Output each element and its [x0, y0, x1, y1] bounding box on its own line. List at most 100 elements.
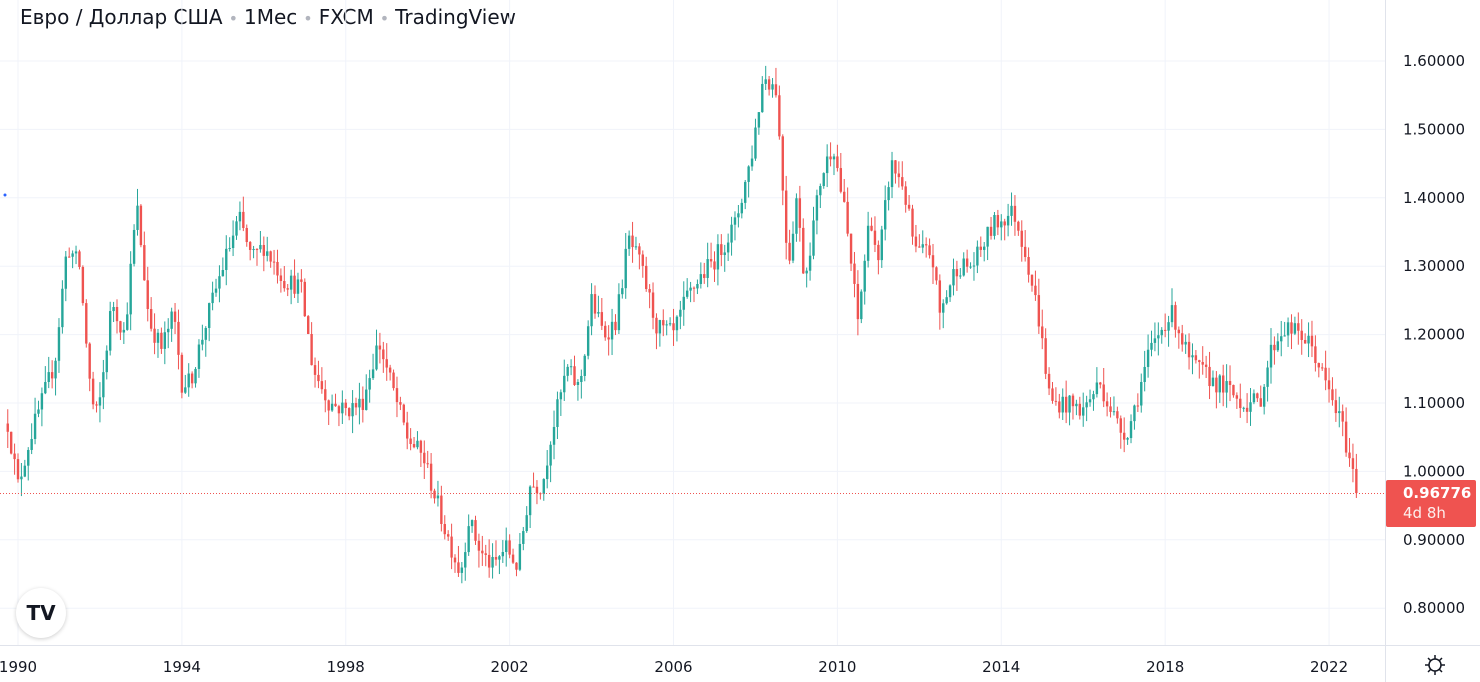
candle-body	[1321, 367, 1324, 369]
logo-text: TV	[26, 601, 56, 625]
candle-body	[1099, 382, 1102, 385]
interval[interactable]: 1Мес	[244, 5, 298, 29]
candle-body	[259, 244, 262, 250]
candle-body	[153, 328, 156, 343]
candle-body	[368, 378, 371, 390]
candle-body	[839, 168, 843, 192]
candle-body	[716, 244, 720, 270]
candle-body	[436, 495, 440, 499]
candle-body	[703, 274, 706, 278]
candle-body	[545, 465, 549, 480]
x-tick-label: 2018	[1146, 658, 1184, 676]
tradingview-logo[interactable]: TV	[16, 588, 66, 638]
candle-body	[126, 314, 129, 330]
candle-body	[91, 378, 95, 405]
candle-body	[607, 337, 610, 340]
candle-body	[173, 311, 177, 322]
x-tick-label: 1998	[327, 658, 365, 676]
candle-body	[921, 244, 924, 248]
candle-body	[1218, 375, 1221, 393]
candle-body	[351, 403, 354, 417]
candle-body	[156, 332, 160, 343]
candle-body	[829, 156, 832, 160]
candle-body	[1051, 388, 1054, 401]
candle-body	[286, 288, 289, 290]
candle-body	[1133, 405, 1136, 422]
candle-body	[784, 190, 788, 243]
candle-body	[614, 321, 617, 331]
symbol-name[interactable]: Евро / Доллар США	[20, 5, 223, 29]
candle-body	[805, 270, 808, 274]
candle-body	[552, 426, 556, 445]
last-price-label: 0.96776 4d 8h	[1386, 480, 1476, 527]
candle-body	[190, 373, 194, 384]
candle-body	[68, 256, 71, 258]
candle-body	[750, 158, 754, 167]
candle-body	[853, 263, 856, 284]
candle-body	[88, 343, 91, 379]
candle-body	[269, 251, 272, 262]
candle-body	[525, 515, 528, 532]
candle-body	[433, 490, 436, 499]
candle-body	[747, 166, 750, 182]
candle-body	[252, 249, 255, 251]
candle-body	[600, 312, 604, 326]
candle-body	[508, 540, 511, 555]
candle-body	[40, 393, 44, 410]
candle-body	[580, 375, 583, 383]
candle-body	[1232, 384, 1235, 396]
candle-body	[307, 316, 310, 335]
candle-body	[177, 321, 180, 355]
candle-body	[795, 198, 798, 234]
candle-body	[37, 409, 40, 414]
candle-body	[515, 562, 518, 570]
candle-body	[1017, 221, 1020, 231]
candle-body	[720, 244, 723, 256]
candle-body	[409, 438, 412, 445]
candle-body	[1334, 400, 1338, 414]
candle-body	[1157, 335, 1160, 339]
candle-body	[1102, 384, 1105, 402]
candle-body	[1153, 338, 1157, 343]
y-tick-label: 1.60000	[1403, 52, 1465, 70]
candle-body	[310, 334, 313, 366]
candle-body	[416, 440, 419, 448]
candle-body	[863, 260, 866, 292]
candle-body	[573, 366, 576, 385]
candle-body	[904, 186, 907, 205]
candle-body	[1269, 344, 1273, 368]
candle-body	[167, 328, 170, 333]
candle-body	[685, 290, 689, 297]
candle-body	[293, 275, 296, 294]
candle-body	[283, 280, 286, 289]
candle-body	[129, 263, 132, 315]
candle-body	[849, 233, 853, 264]
candle-body	[733, 217, 737, 225]
candle-body	[1290, 322, 1293, 334]
candle-body	[487, 554, 491, 568]
candle-body	[119, 321, 122, 333]
candle-body	[33, 413, 37, 439]
candle-body	[1116, 411, 1119, 419]
candle-body	[846, 201, 849, 234]
candle-body	[238, 211, 242, 222]
candle-body	[528, 486, 532, 516]
candle-body	[1198, 360, 1201, 363]
settings-gear-icon[interactable]	[1424, 654, 1446, 676]
candle-body	[522, 531, 525, 544]
candle-body	[1338, 411, 1341, 414]
candle-body	[347, 408, 351, 417]
candle-body	[907, 204, 911, 209]
candle-body	[1211, 377, 1215, 387]
candle-body	[406, 422, 409, 439]
candle-body	[501, 552, 505, 557]
candle-body	[914, 236, 918, 247]
candle-body	[112, 306, 115, 312]
candle-body	[781, 136, 784, 191]
candle-body	[1013, 205, 1017, 222]
candle-body	[942, 303, 945, 313]
candle-body	[467, 526, 470, 553]
candle-body	[1163, 329, 1167, 331]
candle-body	[207, 303, 211, 329]
